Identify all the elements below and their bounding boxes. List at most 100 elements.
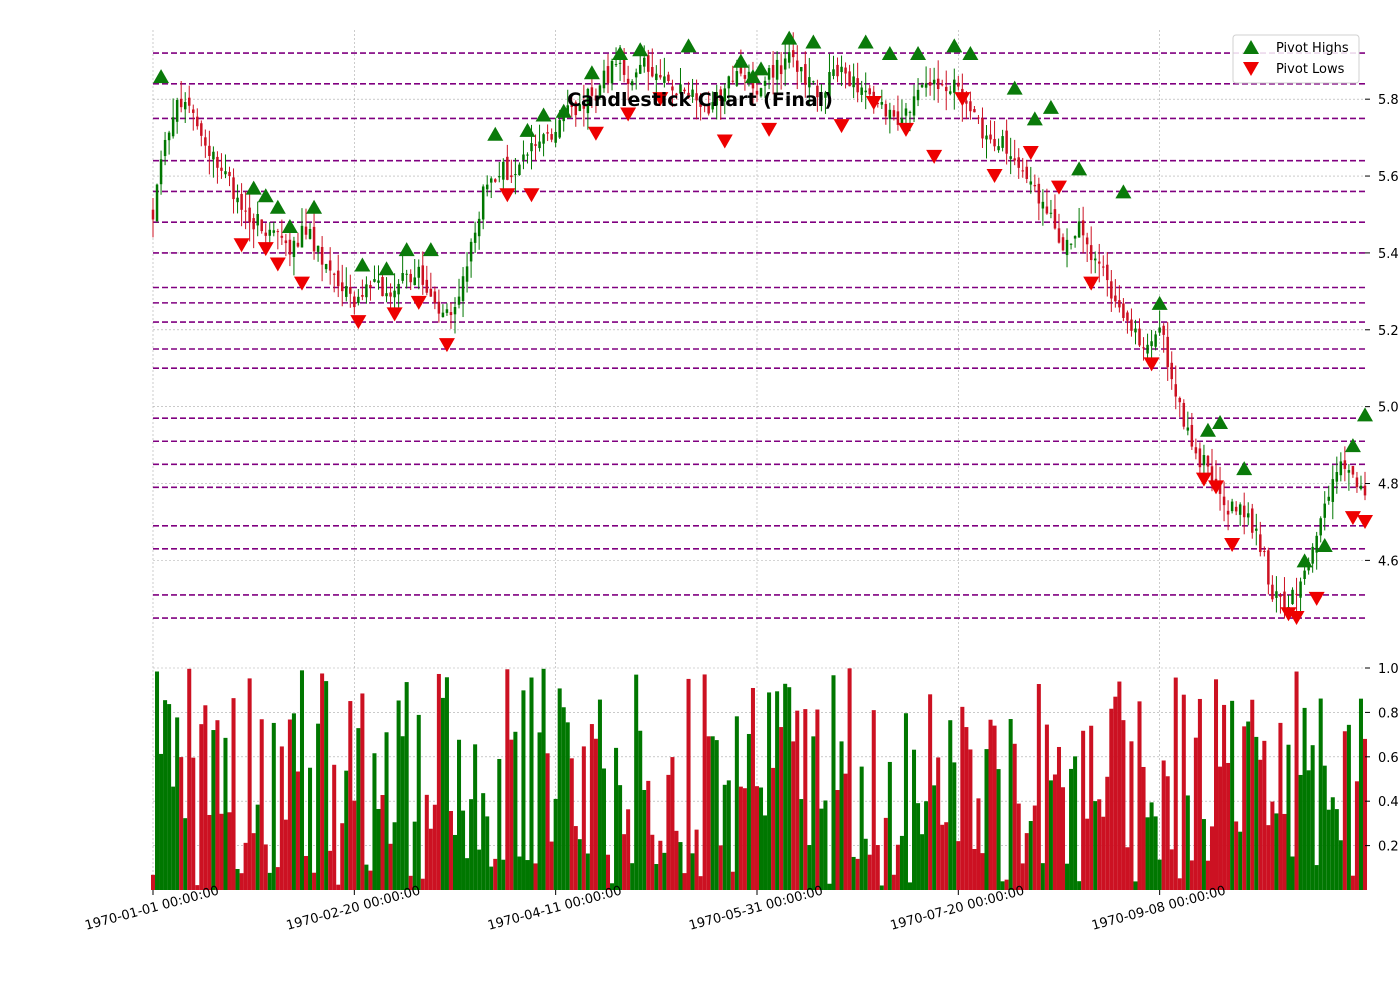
volume-bar: [1129, 741, 1134, 890]
candle-body: [888, 109, 892, 120]
volume-bar: [1362, 738, 1368, 890]
volume-bar: [666, 774, 671, 890]
pivot-high-marker: [269, 199, 286, 214]
volume-bar: [340, 823, 345, 890]
pivot-low-marker: [269, 257, 286, 272]
candle-body: [1182, 402, 1186, 427]
candle-body: [1037, 183, 1041, 204]
candle-body: [1251, 508, 1254, 533]
candle-body: [369, 284, 372, 288]
candle-body: [324, 264, 328, 270]
volume-bar: [718, 845, 723, 890]
pivot-low-marker: [1083, 276, 1100, 291]
volume-bar: [376, 808, 381, 890]
volume-bar: [1040, 863, 1045, 890]
volume-bar: [150, 874, 156, 890]
candle-body: [1238, 504, 1242, 515]
candle-body: [546, 132, 549, 134]
volume-bar: [597, 699, 602, 890]
volume-tick-label: 0.6: [1378, 751, 1399, 766]
volume-bar: [932, 785, 937, 890]
volume-bar: [436, 673, 441, 890]
candle-body: [618, 62, 622, 64]
volume-bar: [883, 817, 888, 890]
candle-body: [1170, 362, 1173, 380]
candle-body: [997, 146, 1000, 151]
volume-bar: [630, 863, 635, 890]
legend-pivot-high-marker: [1243, 40, 1259, 54]
volume-bar: [336, 884, 341, 890]
candle-body: [530, 143, 533, 152]
candle-body: [602, 70, 606, 89]
candle-body: [763, 80, 767, 86]
candle-body: [876, 102, 880, 104]
candle-body: [498, 176, 501, 178]
candle-body: [494, 179, 497, 182]
candle-body: [920, 85, 924, 88]
pivot-high-marker: [535, 107, 552, 122]
candle-body: [1343, 460, 1347, 469]
pivot-low-marker: [986, 169, 1003, 184]
candle-body: [1089, 245, 1093, 261]
candle-body: [832, 69, 835, 76]
volume-bar: [235, 868, 240, 890]
volume-bar: [485, 816, 490, 890]
candle-body: [1279, 595, 1282, 597]
candle-body: [405, 273, 408, 275]
candle-body: [373, 279, 376, 282]
volume-bar: [642, 789, 647, 890]
volume-bar: [308, 767, 313, 890]
volume-bar: [1218, 766, 1223, 890]
volume-bar: [895, 844, 900, 890]
candle-body: [904, 108, 908, 116]
candle-body: [429, 288, 433, 297]
candle-body: [276, 231, 280, 233]
volume-bar: [291, 713, 296, 890]
candle-body: [187, 97, 191, 106]
volume-bar: [1157, 859, 1162, 890]
candle-body: [1041, 201, 1045, 209]
pivot-high-marker: [153, 69, 170, 84]
volume-bar: [1302, 707, 1307, 890]
volume-bar: [1193, 737, 1198, 890]
candle-body: [1106, 264, 1109, 281]
pivot-high-marker: [1357, 407, 1373, 422]
pivot-low-marker: [1280, 607, 1297, 622]
pivot-high-marker: [632, 42, 649, 57]
date-tick-label: 1970-09-08 00:00:00: [1090, 884, 1227, 934]
candle-body: [630, 81, 634, 86]
volume-bar: [1032, 805, 1037, 890]
date-tick-label: 1970-05-31 00:00:00: [687, 884, 824, 934]
volume-bar: [678, 842, 683, 890]
volume-bar: [380, 795, 385, 890]
volume-bar: [396, 700, 401, 890]
candle-body: [687, 92, 690, 99]
candle-body: [1122, 303, 1125, 318]
legend-pivot-low-marker: [1243, 62, 1259, 76]
pivot-low-marker: [350, 315, 367, 330]
volume-bar: [779, 727, 784, 890]
volume-bar: [1020, 863, 1025, 890]
pivot-high-marker: [1236, 461, 1253, 476]
candle-body: [1013, 158, 1016, 161]
candle-body: [312, 226, 316, 252]
volume-bar: [332, 764, 337, 890]
candle-body: [856, 78, 859, 93]
candle-body: [1097, 261, 1101, 264]
candle-body: [1049, 212, 1053, 214]
candle-body: [1158, 327, 1161, 333]
candle-body: [1242, 505, 1246, 518]
candle-body: [719, 89, 722, 101]
volume-bar: [819, 808, 824, 890]
volume-tick-label: 0.4: [1378, 795, 1399, 810]
candle-body: [852, 76, 855, 88]
candle-body: [1130, 319, 1133, 331]
volume-bar: [1181, 694, 1186, 890]
candle-body: [336, 270, 340, 287]
price-tick-label: 4.6: [1378, 554, 1399, 569]
volume-bar: [928, 694, 933, 890]
candle-body: [812, 81, 815, 83]
candle-body: [288, 239, 292, 255]
volume-bar: [1089, 725, 1094, 890]
candle-body: [453, 307, 457, 315]
